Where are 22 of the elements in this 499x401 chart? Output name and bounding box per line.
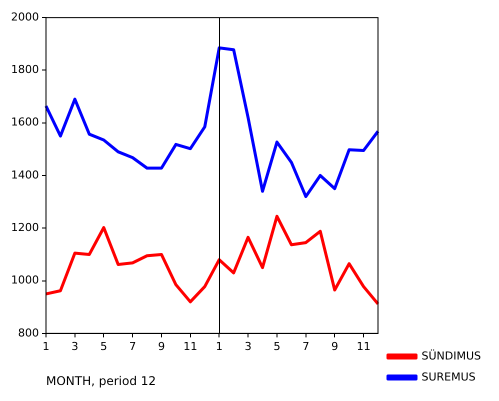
- x-tick-label: 3: [71, 340, 78, 353]
- y-tick-label: 2000: [10, 10, 39, 24]
- x-tick-label: 1: [42, 340, 50, 353]
- x-axis-title: MONTH, period 12: [46, 374, 156, 388]
- x-tick-label: 1: [216, 340, 223, 353]
- x-tick-label: 3: [244, 340, 252, 353]
- x-tick-label: 7: [302, 340, 310, 353]
- x-tick-label: 9: [158, 340, 165, 353]
- y-tick-label: 1400: [10, 168, 39, 182]
- y-tick-label: 1600: [10, 116, 39, 129]
- x-tick-label: 5: [100, 340, 108, 353]
- x-tick-label: 9: [331, 340, 338, 353]
- x-tick-label: 5: [273, 340, 280, 353]
- x-tick-label: 7: [129, 340, 136, 353]
- x-tick-label: 11: [183, 340, 198, 353]
- x-tick-label: 11: [356, 340, 371, 353]
- legend-label: SÜNDIMUS: [422, 348, 482, 362]
- y-tick-label: 1000: [10, 274, 39, 287]
- legend-label: SUREMUS: [422, 370, 476, 384]
- y-tick-label: 1800: [10, 63, 39, 76]
- y-tick-label: 1200: [10, 220, 39, 234]
- y-tick-label: 800: [18, 326, 39, 340]
